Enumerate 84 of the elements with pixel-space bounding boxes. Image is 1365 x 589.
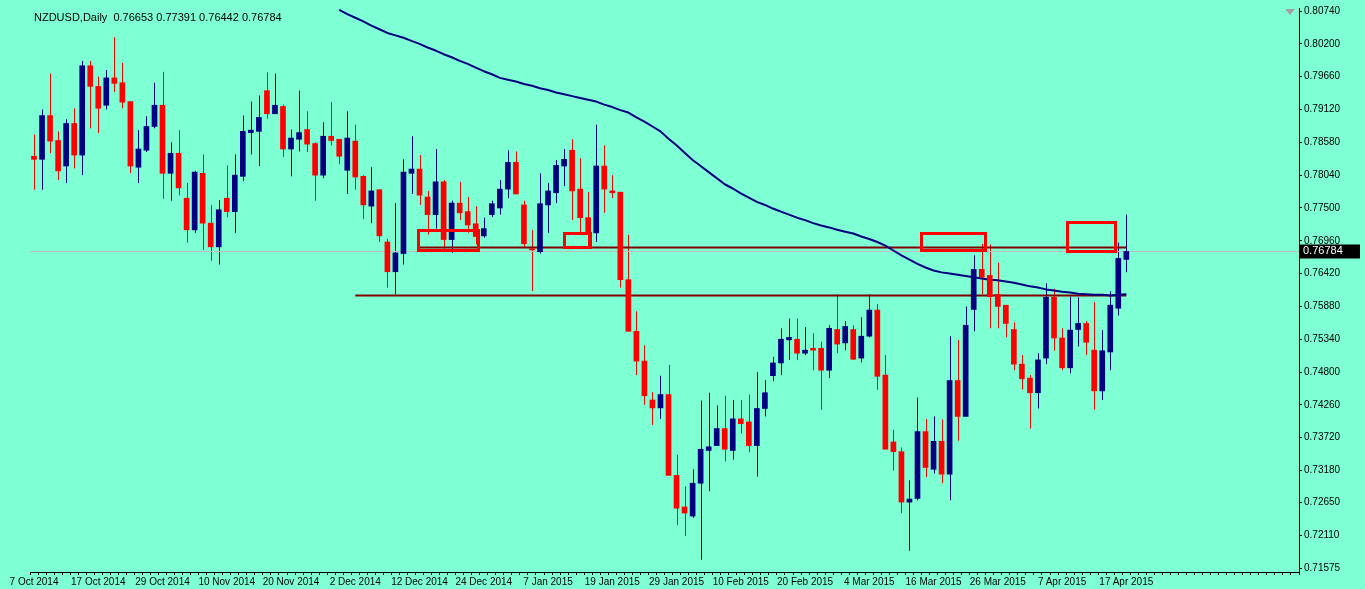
candlestick xyxy=(95,76,102,134)
y-tick-label: 0.80740 xyxy=(1304,4,1341,16)
candlestick xyxy=(994,262,1001,329)
candlestick xyxy=(272,73,278,115)
candlestick xyxy=(256,95,262,167)
y-tick-label: 0.75340 xyxy=(1304,332,1341,344)
candlestick xyxy=(1027,374,1033,430)
candlestick xyxy=(464,196,471,234)
candlestick xyxy=(497,179,503,216)
candlestick xyxy=(480,217,487,239)
candlestick xyxy=(529,229,535,292)
x-tick-label: 7 Apr 2015 xyxy=(1037,575,1087,587)
candlestick xyxy=(1075,296,1081,348)
candlestick xyxy=(545,182,551,234)
candlestick xyxy=(770,356,776,382)
candlestick xyxy=(87,60,94,129)
candlestick xyxy=(1083,320,1089,356)
y-tick-label: 0.77500 xyxy=(1304,201,1341,213)
x-tick-label: 16 Mar 2015 xyxy=(905,575,963,587)
candlestick xyxy=(119,62,126,109)
candlestick xyxy=(585,191,592,248)
candlestick xyxy=(264,71,270,120)
x-tick-label: 29 Jan 2015 xyxy=(649,575,705,587)
candlestick xyxy=(288,129,294,177)
chart-title: NZDUSD,Daily 0.76653 0.77391 0.76442 0.76784 xyxy=(34,10,282,23)
candlestick xyxy=(737,399,744,434)
candlestick xyxy=(705,392,712,492)
x-tick-label: 20 Nov 2014 xyxy=(262,575,320,587)
y-tick-label: 0.76960 xyxy=(1304,234,1341,246)
candlestick xyxy=(713,404,720,447)
y-tick-label: 0.71575 xyxy=(1304,561,1341,573)
x-tick-label: 26 Mar 2015 xyxy=(969,575,1027,587)
x-tick-label: 20 Feb 2015 xyxy=(776,575,834,587)
candlestick xyxy=(842,320,849,351)
y-tick-label: 0.79660 xyxy=(1304,70,1341,82)
candlestick xyxy=(336,138,343,165)
x-tick-label: 17 Apr 2015 xyxy=(1099,575,1154,587)
y-tick-label: 0.72650 xyxy=(1304,496,1341,508)
candlestick xyxy=(561,148,567,187)
candlestick xyxy=(304,110,310,153)
x-tick-label: 24 Dec 2014 xyxy=(455,575,513,587)
x-tick-label: 12 Dec 2014 xyxy=(391,575,449,587)
y-tick-label: 0.76420 xyxy=(1304,267,1341,279)
candlestick xyxy=(858,316,865,363)
y-tick-label: 0.80200 xyxy=(1304,37,1341,49)
candlestick xyxy=(456,181,463,221)
candlestick xyxy=(834,293,841,354)
x-tick-label: 4 Mar 2015 xyxy=(844,575,896,587)
x-tick-label: 2 Dec 2014 xyxy=(329,575,382,587)
y-tick-label: 0.78040 xyxy=(1304,168,1341,180)
candlestick xyxy=(296,90,302,152)
candlestick xyxy=(601,144,608,214)
y-tick-label: 0.74800 xyxy=(1304,365,1341,377)
y-tick-label: 0.73180 xyxy=(1304,464,1341,476)
candlestick xyxy=(167,141,174,202)
candlestick xyxy=(818,341,824,411)
x-tick-label: 19 Jan 2015 xyxy=(584,575,641,587)
x-tick-label: 10 Feb 2015 xyxy=(712,575,770,587)
y-tick-label: 0.74260 xyxy=(1304,398,1341,410)
candlestick xyxy=(1123,214,1130,273)
y-tick-label: 0.79120 xyxy=(1304,103,1341,115)
y-tick-label: 0.78580 xyxy=(1304,136,1341,148)
candlestick xyxy=(223,164,230,218)
y-tick-label: 0.75880 xyxy=(1304,300,1341,312)
y-tick-label: 0.72110 xyxy=(1304,529,1340,541)
candlestick xyxy=(1019,354,1025,391)
candlestick xyxy=(1003,304,1009,338)
x-tick-label: 29 Oct 2014 xyxy=(135,575,191,587)
x-tick-label: 17 Oct 2014 xyxy=(71,575,126,587)
candlestick xyxy=(802,326,808,356)
candlestick xyxy=(786,318,792,361)
candlestick xyxy=(986,243,993,329)
candlestick xyxy=(721,395,728,462)
candlestick xyxy=(794,318,800,361)
x-tick-label: 7 Jan 2015 xyxy=(523,575,574,587)
candlestick xyxy=(978,243,985,295)
candlestick xyxy=(248,101,254,155)
candlestick xyxy=(31,133,37,191)
x-tick-label: 10 Nov 2014 xyxy=(198,575,256,587)
candlestick xyxy=(328,101,335,146)
y-tick-label: 0.73720 xyxy=(1304,431,1341,443)
candlestick xyxy=(762,379,768,417)
ref-line-label: 0.76784 xyxy=(1303,244,1343,257)
x-tick-label: 7 Oct 2014 xyxy=(9,575,59,587)
